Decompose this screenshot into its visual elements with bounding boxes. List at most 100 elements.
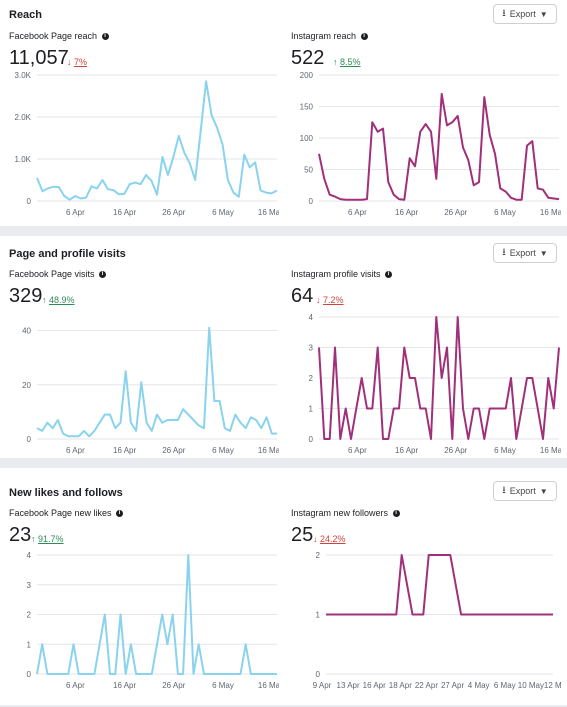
y-tick-label: 2 — [309, 374, 314, 383]
series-line — [318, 92, 560, 201]
facebook-page-reach-chart: 0 1.0K 2.0K 3.0K 6 Apr 16 Apr 26 Apr 6 May 16 Ma — [15, 71, 281, 217]
metric-delta: ↓ 7% — [67, 57, 88, 67]
y-tick-label: 2.0K — [15, 113, 32, 122]
info-icon[interactable]: i — [392, 510, 400, 518]
download-icon: ⭳ — [502, 484, 506, 496]
panel-title: Instagram profile visits i — [291, 269, 393, 279]
instagram-reach-chart: 0 50 100 150 200 6 Apr 16 Apr 26 Apr 6 May 16 Ma — [300, 71, 563, 217]
x-tick-label: 6 May — [212, 446, 234, 455]
likes-follows-section: New likes and follows ⭳ Export ▼ Faceboo… — [0, 468, 567, 705]
instagram-profile-visits-panel: Instagram profile visits i 64 ↓ 7.2% 0 1 2… — [291, 269, 563, 457]
x-tick-label: 16 Ma — [258, 208, 279, 217]
y-tick-label: 3.0K — [15, 71, 32, 80]
series-line — [36, 326, 277, 438]
chevron-down-icon: ▼ — [539, 9, 548, 19]
y-tick-label: 0 — [27, 197, 32, 206]
x-tick-label: 6 May — [494, 681, 516, 690]
facebook-page-reach-panel: Facebook Page reach i 11,057 ↓ 7% 0 1.0K 2… — [9, 31, 281, 221]
x-tick-label: 26 Apr — [162, 446, 185, 455]
y-tick-label: 50 — [304, 166, 313, 175]
panel-title: Facebook Page reach i — [9, 31, 109, 41]
info-icon[interactable]: i — [385, 271, 393, 279]
x-tick-label: 6 May — [212, 208, 234, 217]
x-tick-label: 16 Ma — [540, 208, 561, 217]
export-label: Export — [509, 248, 536, 258]
y-tick-label: 1 — [316, 611, 321, 620]
x-tick-label: 6 May — [494, 208, 516, 217]
x-tick-label: 26 Apr — [444, 208, 467, 217]
x-tick-label: 4 May — [468, 681, 490, 690]
metric-total: 23 — [9, 524, 32, 546]
metric-total: 25 — [291, 524, 314, 546]
x-tick-label: 9 Apr — [313, 681, 332, 690]
x-tick-label: 18 Apr — [389, 681, 412, 690]
panel-title: Facebook Page visits i — [9, 269, 107, 279]
panel-title: Instagram reach i — [291, 31, 368, 41]
x-tick-label: 16 Apr — [113, 681, 136, 690]
panel-title: Instagram new followers i — [291, 508, 400, 518]
download-icon: ⭳ — [502, 7, 506, 19]
series-line — [36, 554, 277, 675]
x-tick-label: 16 Apr — [113, 208, 136, 217]
y-tick-label: 20 — [22, 381, 31, 390]
reach-section: Reach ⭳ Export ▼ Facebook Page reach i 1… — [0, 0, 567, 226]
x-tick-label: 6 Apr — [348, 446, 367, 455]
info-icon[interactable]: i — [360, 33, 368, 41]
facebook-page-new-likes-chart: 0 1 2 3 4 6 Apr 16 Apr 26 Apr 6 May 16 Ma — [27, 551, 281, 690]
info-icon[interactable]: i — [99, 271, 107, 279]
y-tick-label: 1.0K — [15, 155, 32, 164]
x-tick-label: 26 Apr — [444, 446, 467, 455]
metric-total: 522 — [291, 47, 325, 69]
export-button[interactable]: ⭳ Export ▼ — [493, 4, 557, 24]
x-tick-label: 16 Apr — [113, 446, 136, 455]
x-tick-label: 16 Apr — [395, 208, 418, 217]
x-tick-label: 16 Apr — [395, 446, 418, 455]
y-tick-label: 4 — [309, 313, 314, 322]
x-tick-label: 12 May — [544, 681, 561, 690]
export-button[interactable]: ⭳ Export ▼ — [493, 243, 557, 263]
info-icon[interactable]: i — [116, 510, 124, 518]
y-tick-label: 40 — [22, 327, 31, 336]
section-title: Page and profile visits — [9, 248, 126, 260]
x-tick-label: 16 Ma — [258, 681, 279, 690]
x-tick-label: 6 Apr — [66, 208, 85, 217]
y-tick-label: 4 — [27, 551, 32, 560]
y-tick-label: 2 — [316, 551, 321, 560]
y-tick-label: 0 — [27, 435, 32, 444]
metric-delta: ↑ 91.7% — [31, 534, 64, 544]
y-tick-label: 0 — [309, 197, 314, 206]
y-tick-label: 0 — [316, 670, 321, 679]
metric-delta: ↑ 48.9% — [42, 295, 75, 305]
section-title: New likes and follows — [9, 487, 123, 499]
export-button[interactable]: ⭳ Export ▼ — [493, 481, 557, 501]
x-tick-label: 22 Apr — [415, 681, 438, 690]
x-tick-label: 6 Apr — [348, 208, 367, 217]
instagram-reach-panel: Instagram reach i 522 ↑ 8.5% 0 50 100 150 20… — [291, 31, 563, 221]
instagram-new-followers-chart: 0 1 2 9 Apr 13 Apr 16 Apr 18 Apr 22 Apr 27 Apr 4 … — [313, 551, 567, 690]
export-label: Export — [509, 9, 536, 19]
metric-delta: ↓ 7.2% — [316, 295, 344, 305]
y-tick-label: 1 — [309, 405, 314, 414]
metric-total: 11,057 — [9, 47, 69, 69]
x-tick-label: 10 May — [518, 681, 544, 690]
x-tick-label: 6 Apr — [66, 446, 85, 455]
series-line — [318, 316, 560, 440]
metric-delta: ↑ 8.5% — [333, 57, 361, 67]
y-tick-label: 200 — [300, 71, 314, 80]
y-tick-label: 100 — [300, 134, 314, 143]
y-tick-label: 3 — [27, 581, 32, 590]
x-tick-label: 6 Apr — [66, 681, 85, 690]
metric-total: 329 — [9, 285, 43, 307]
panel-title: Facebook Page new likes i — [9, 508, 124, 518]
page-visits-section: Page and profile visits ⭳ Export ▼ Faceb… — [0, 236, 567, 458]
instagram-profile-visits-chart: 0 1 2 3 4 6 Apr 16 Apr 26 Apr 6 May 16 Ma — [309, 313, 563, 455]
info-icon[interactable]: i — [101, 33, 109, 41]
x-tick-label: 16 Ma — [540, 446, 561, 455]
metric-total: 64 — [291, 285, 314, 307]
y-tick-label: 0 — [309, 435, 314, 444]
x-tick-label: 6 May — [212, 681, 234, 690]
facebook-page-visits-chart: 0 20 40 6 Apr 16 Apr 26 Apr 6 May 16 Ma — [22, 326, 281, 455]
y-tick-label: 1 — [27, 640, 32, 649]
